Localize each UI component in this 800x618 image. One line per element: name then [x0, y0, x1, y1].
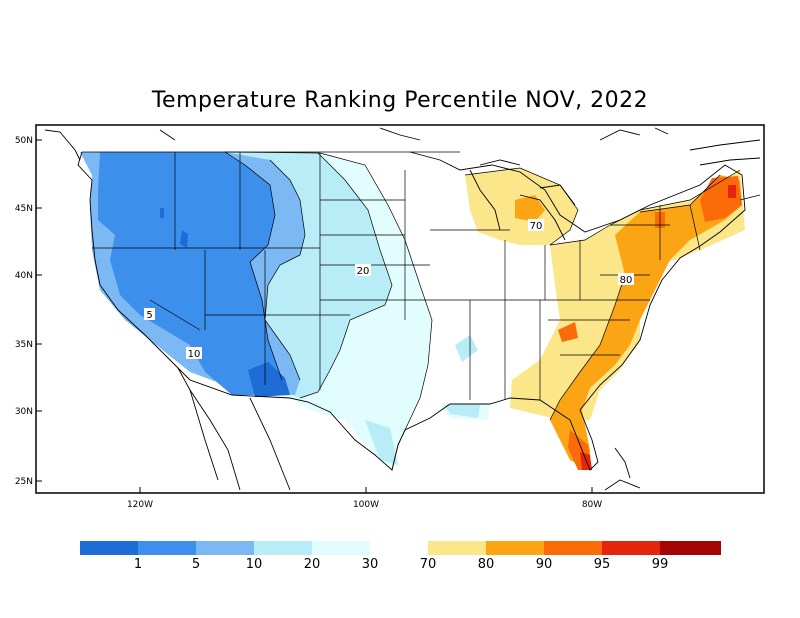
region-80-90-mi [515, 195, 545, 222]
map-frame [35, 124, 765, 494]
lat-label: 45N [15, 204, 33, 214]
colorbar-label: 99 [651, 557, 669, 572]
region-below-1-ut [160, 208, 164, 218]
colorbar-label: 70 [419, 557, 437, 572]
colorbar-swatch-warm-0 [428, 541, 486, 555]
region-90-95-tn [558, 322, 578, 342]
contour-label: 5 [146, 310, 152, 321]
colorbar-label: 90 [535, 557, 553, 572]
lat-label: 25N [15, 477, 33, 487]
lon-label: 120W [127, 500, 153, 510]
region-below-1-sw [248, 362, 290, 397]
colorbar-label: 80 [477, 557, 495, 572]
region-10-20-gulf [445, 405, 480, 418]
contour-label: 20 [357, 266, 370, 277]
colorbar-swatch-warm-4 [660, 541, 721, 555]
colorbar-label: 10 [245, 557, 263, 572]
region-10-20-south [365, 420, 398, 465]
map-title: Temperature Ranking Percentile NOV, 2022 [151, 88, 649, 113]
lat-label: 30N [15, 407, 33, 417]
lat-label: 50N [15, 136, 33, 146]
map-fill-layer [36, 125, 764, 493]
colorbar-swatch-cold-2 [196, 541, 254, 555]
contour-label: 70 [530, 221, 543, 232]
colorbar-swatch-warm-3 [602, 541, 660, 555]
colorbar-swatch-warm-1 [486, 541, 544, 555]
latitude-axis [36, 139, 42, 482]
colorbar-label: 95 [593, 557, 611, 572]
colorbar [80, 541, 721, 555]
region-95-99-me [728, 185, 736, 198]
lon-label: 80W [582, 500, 602, 510]
contour-label: 10 [188, 349, 201, 360]
lat-label: 35N [15, 340, 33, 350]
state-boundaries [82, 151, 701, 400]
lon-label: 100W [353, 500, 379, 510]
colorbar-label: 20 [303, 557, 321, 572]
region-below-1-nw [180, 230, 188, 248]
colorbar-label: 30 [361, 557, 379, 572]
colorbar-swatch-warm-2 [544, 541, 602, 555]
region-10-20-ms [455, 335, 478, 362]
colorbar-swatch-cold-0 [80, 541, 138, 555]
contour-label-group: 5 10 20 70 80 [144, 219, 634, 360]
longitude-axis [139, 487, 593, 493]
colorbar-label: 5 [191, 557, 201, 572]
colorbar-swatch-cold-4 [312, 541, 370, 555]
lat-label: 40N [15, 271, 33, 281]
colorbar-label: 1 [133, 557, 143, 572]
coastlines [44, 127, 761, 491]
colorbar-swatch-cold-3 [254, 541, 312, 555]
contour-label: 80 [620, 275, 633, 286]
colorbar-swatch-cold-1 [138, 541, 196, 555]
region-1-5 [98, 152, 290, 395]
